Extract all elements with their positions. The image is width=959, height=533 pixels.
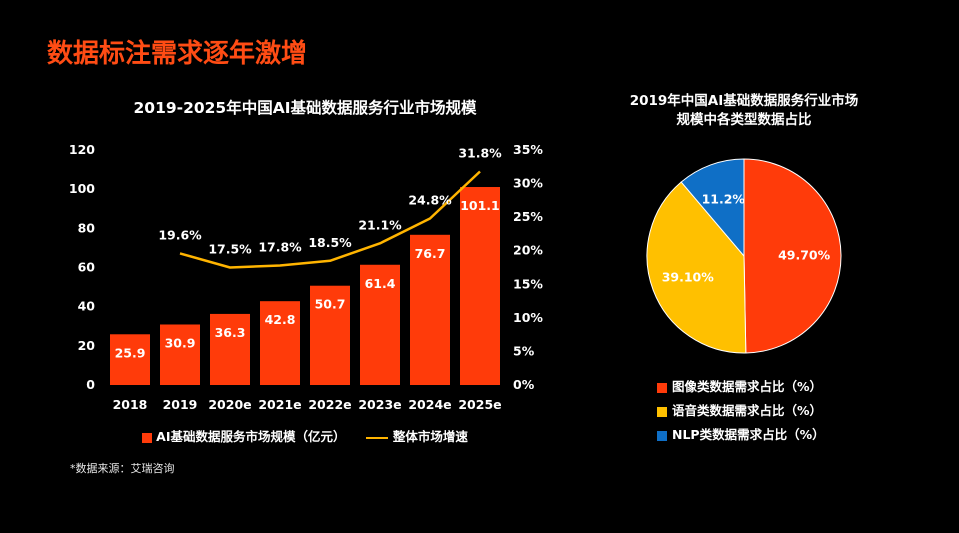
bar-value-label: 101.1 (460, 198, 500, 213)
pie-legend-label-voice: 语音类数据需求占比（%） (672, 403, 823, 418)
pie-legend-swatch-voice (657, 406, 667, 417)
bar (360, 264, 400, 385)
pie-title-line-1: 2019年中国AI基础数据服务行业市场 (629, 93, 859, 109)
y-right-tick-label: 25% (513, 209, 543, 224)
pie-chart-title: 2019年中国AI基础数据服务行业市场 规模中各类型数据占比 (600, 92, 888, 130)
pie-slice (680, 158, 745, 258)
pie-legend-label-nlp: NLP类数据需求占比（%） (672, 427, 825, 442)
pie-legend-label-image: 图像类数据需求占比（%） (672, 379, 823, 394)
pie-slice-label: 49.70% (778, 247, 831, 262)
x-tick-label: 2018 (113, 397, 148, 412)
growth-value-label: 17.8% (258, 239, 302, 254)
growth-value-label: 19.6% (158, 227, 202, 242)
pie-legend-swatch-image (657, 382, 667, 393)
y-right-tick-label: 20% (513, 243, 543, 258)
bar-value-label: 76.7 (415, 246, 446, 261)
growth-value-label: 21.1% (358, 217, 402, 232)
growth-value-label: 31.8% (458, 145, 502, 160)
bar (160, 324, 200, 385)
x-tick-label: 2021e (258, 397, 301, 412)
bar-value-label: 50.7 (315, 297, 346, 312)
pie-legend-item-image: 图像类数据需求占比（%） (657, 375, 825, 399)
bar (110, 334, 150, 385)
x-tick-label: 2025e (458, 397, 501, 412)
legend-item-growth-rate: 整体市场增速 (365, 426, 468, 445)
pie-slice-label: 39.10% (662, 269, 715, 284)
y-right-tick-label: 10% (513, 310, 543, 325)
bar (260, 301, 300, 385)
pie-slice (646, 181, 747, 354)
bar (410, 234, 450, 385)
pie-slice-label: 11.2% (702, 192, 746, 207)
y-left-tick-label: 20 (78, 338, 96, 353)
legend-label-market-size: AI基础数据服务市场规模（亿元） (156, 429, 346, 444)
pie-slice (743, 158, 842, 354)
y-left-tick-label: 80 (78, 220, 96, 235)
x-tick-label: 2020e (208, 397, 251, 412)
y-left-tick-label: 60 (78, 260, 96, 275)
bar-value-label: 61.4 (365, 276, 396, 291)
bar (460, 187, 500, 385)
bar (210, 313, 250, 385)
legend-swatch-line (365, 436, 388, 439)
y-left-tick-label: 0 (86, 377, 95, 392)
y-left-tick-label: 100 (69, 181, 95, 196)
growth-value-label: 24.8% (408, 192, 452, 207)
y-left-tick-label: 40 (78, 299, 96, 314)
legend-swatch-bar (142, 432, 153, 443)
pie-title-line-2: 规模中各类型数据占比 (676, 112, 812, 128)
y-right-tick-label: 15% (513, 276, 543, 291)
x-tick-label: 2024e (408, 397, 451, 412)
bar-chart-legend: AI基础数据服务市场规模（亿元） 整体市场增速 (0, 426, 610, 445)
legend-item-market-size: AI基础数据服务市场规模（亿元） (142, 426, 345, 445)
y-left-tick-label: 120 (69, 142, 95, 157)
y-right-tick-label: 5% (513, 343, 535, 358)
slide-title: 数据标注需求逐年激增 (47, 39, 308, 69)
y-right-tick-label: 30% (513, 176, 543, 191)
bar-value-label: 36.3 (215, 325, 246, 340)
bar-value-label: 42.8 (265, 312, 296, 327)
x-tick-label: 2019 (163, 397, 198, 412)
source-note: *数据来源：艾瑞咨询 (70, 462, 175, 475)
bar-value-label: 25.9 (115, 345, 146, 360)
growth-line (179, 170, 481, 269)
growth-value-label: 17.5% (208, 242, 252, 257)
y-right-tick-label: 35% (513, 142, 543, 157)
x-tick-label: 2022e (308, 397, 351, 412)
bar-chart-title: 2019-2025年中国AI基础数据服务行业市场规模 (133, 99, 477, 117)
pie-legend-item-nlp: NLP类数据需求占比（%） (657, 423, 825, 447)
legend-label-growth-rate: 整体市场增速 (392, 429, 468, 444)
x-tick-label: 2023e (358, 397, 401, 412)
bar (310, 285, 350, 385)
growth-value-label: 18.5% (308, 235, 352, 250)
pie-legend-swatch-nlp (657, 430, 667, 441)
y-right-tick-label: 0% (513, 377, 535, 392)
pie-chart-legend: 图像类数据需求占比（%） 语音类数据需求占比（%） NLP类数据需求占比（%） (657, 375, 825, 447)
bar-value-label: 30.9 (165, 335, 196, 350)
pie-legend-item-voice: 语音类数据需求占比（%） (657, 399, 825, 423)
